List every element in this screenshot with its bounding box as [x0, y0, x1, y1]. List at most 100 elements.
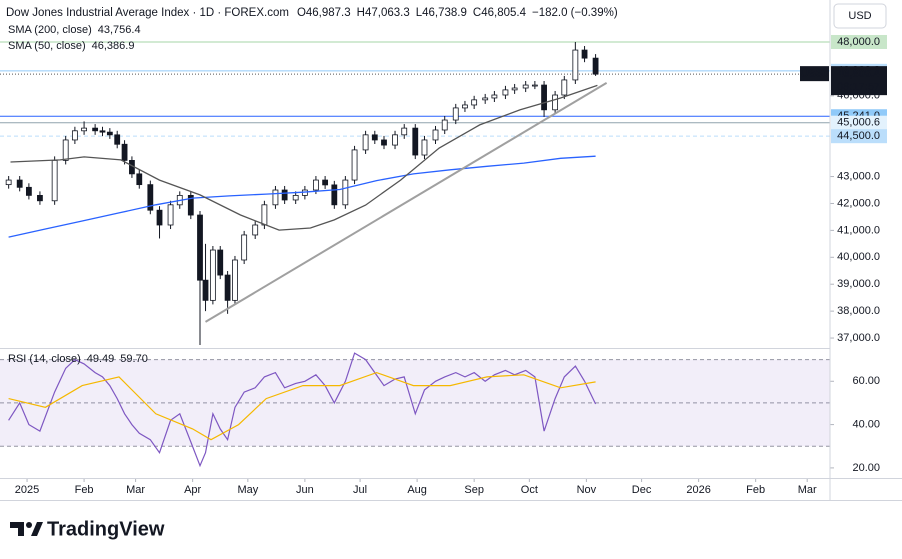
rsi-line [8, 371, 596, 441]
y-tick-label: 60.00 [852, 375, 880, 387]
data-layer [5, 41, 608, 468]
legend-name: SMA (50, close) [8, 40, 86, 52]
logo-mark [31, 522, 43, 536]
candle-body [202, 279, 209, 301]
candle-body [71, 130, 78, 141]
candle-body [541, 84, 547, 111]
quote: O46,987.3 [297, 7, 351, 19]
x-tick-label: Mar [126, 484, 145, 496]
symbol-tag: US30 [801, 68, 829, 80]
price-tag-value: 46,805.4 [837, 68, 881, 80]
candle-body [5, 179, 12, 186]
candle-body [313, 179, 319, 191]
rsi-line [8, 352, 597, 468]
candle-body [342, 179, 349, 206]
candle-body [114, 134, 121, 145]
candle-body [471, 99, 478, 106]
quote: L46,738.9 [416, 7, 467, 19]
level-label: 45,000.6 [837, 117, 880, 129]
x-tick-label: Sep [464, 484, 484, 496]
x-tick-label: 2026 [686, 484, 710, 496]
candle-body [581, 49, 588, 59]
candle-body [331, 184, 338, 206]
sma-line [10, 84, 598, 231]
brand-logo [10, 522, 43, 536]
trendline [204, 82, 608, 323]
chart-header: Dow Jones Industrial Average Index · 1D … [6, 7, 618, 19]
x-tick-label: Jun [296, 484, 314, 496]
candle-body [121, 143, 128, 161]
quote: H47,063.3 [357, 7, 410, 19]
sma-line [8, 155, 596, 238]
level-label-box [831, 115, 887, 130]
candle-body [392, 134, 398, 146]
candle-body [209, 249, 216, 301]
candle-body [572, 49, 579, 81]
currency-box[interactable] [833, 3, 887, 29]
candle-body [592, 57, 599, 75]
candle-body [92, 127, 99, 132]
candle-body [99, 130, 106, 133]
x-tick-label: Dec [632, 484, 652, 496]
x-tick-label: May [237, 484, 258, 496]
logo-mark [10, 522, 24, 536]
candle-body [482, 97, 489, 101]
logo-mark [26, 522, 32, 528]
quote: C46,805.4 [473, 7, 527, 19]
candle-body [351, 149, 358, 181]
candle-body [421, 139, 428, 156]
candle-body [371, 134, 378, 141]
chart-title: Dow Jones Industrial Average Index · 1D … [6, 7, 289, 19]
y-tick-label: 40.00 [852, 418, 880, 430]
candle-body [16, 179, 23, 188]
candle-body [217, 249, 224, 276]
legend-name: SMA (200, close) [8, 24, 92, 36]
symbol-tag-box [800, 66, 829, 82]
candle-body [156, 209, 163, 226]
candle-body [261, 204, 268, 226]
candle-body [187, 194, 194, 216]
candle-body [106, 131, 113, 136]
legend-value: 49.49 [87, 353, 115, 365]
candle-body [25, 186, 32, 196]
candle-body [561, 79, 568, 96]
candle-body [197, 214, 203, 281]
candle-body [381, 139, 387, 146]
candle-body [51, 160, 58, 202]
candle-body [362, 134, 369, 151]
candle-body [252, 224, 259, 236]
level-label-box [831, 129, 887, 144]
candle-body [412, 127, 419, 156]
candle-body [147, 184, 154, 211]
candle-body [531, 84, 538, 87]
candle-body [37, 194, 43, 202]
candle-body [401, 127, 408, 136]
price-tag-countdown: 08:17:57 [837, 81, 880, 93]
x-tick-label: Aug [407, 484, 427, 496]
quote: −182.0 (−0.39%) [532, 7, 618, 19]
x-tick-label: Mar [798, 484, 817, 496]
rsi-band [0, 359, 830, 447]
candle-body [511, 87, 518, 91]
candle-body [292, 194, 299, 201]
candle-body [232, 259, 238, 301]
x-tick-label: Feb [746, 484, 765, 496]
candle-body [552, 94, 559, 111]
candle-body [167, 204, 174, 226]
legend-name: RSI (14, close) [8, 353, 81, 365]
level-label: 48,000.0 [837, 36, 880, 48]
candle-body [441, 119, 448, 131]
y-tick-label: 39,000.0 [837, 278, 880, 290]
brand-name: TradingView [47, 518, 165, 540]
candle-body [224, 274, 231, 301]
x-tick-label: Jul [353, 484, 367, 496]
candle-body [491, 94, 498, 99]
candle-body [272, 189, 279, 206]
y-tick-label: 40,000.0 [837, 251, 880, 263]
candle-body [502, 89, 509, 96]
currency[interactable]: USD [848, 10, 871, 22]
candle-body [522, 84, 529, 89]
y-tick-label: 37,000.0 [837, 332, 880, 344]
x-tick-label: Oct [521, 484, 538, 496]
